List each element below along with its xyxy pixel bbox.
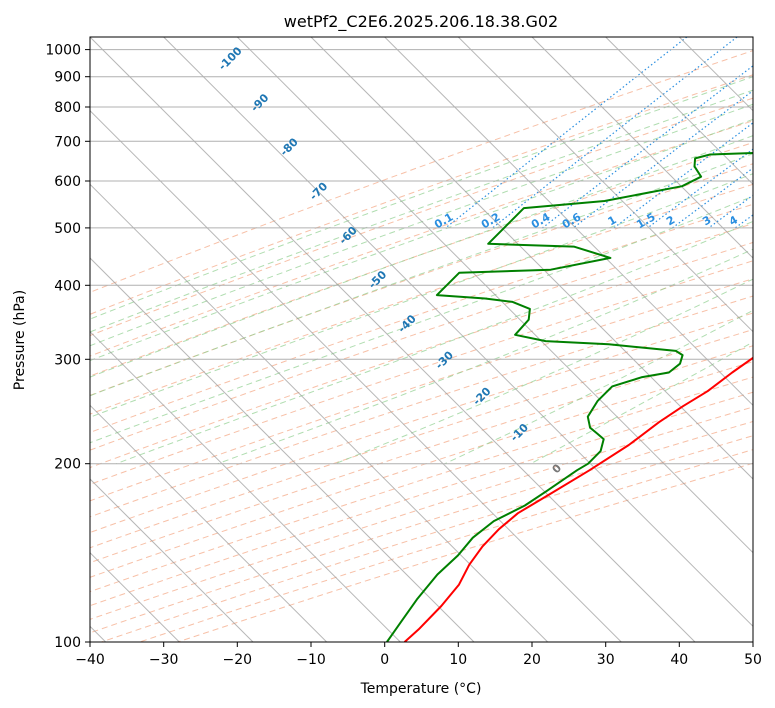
y-tick-label: 600 (54, 174, 81, 190)
chart-title: wetPf2_C2E6.2025.206.18.38.G02 (284, 12, 558, 32)
mixing-ratio-line (492, 37, 738, 229)
skewed-isotherm (90, 404, 328, 642)
x-tick-label: 0 (380, 652, 389, 668)
x-tick-label: 10 (449, 652, 467, 668)
skewed-isotherm (90, 109, 622, 642)
skewed-isotherm (310, 37, 753, 480)
skewed-isotherm (752, 37, 753, 38)
x-axis-label: Temperature (°C) (360, 681, 482, 697)
mixing-ratio-line (542, 65, 753, 229)
y-tick-label: 400 (54, 278, 81, 294)
plot-background (90, 37, 753, 642)
x-tick-label: −40 (75, 652, 105, 668)
y-tick-label: 700 (54, 134, 81, 150)
dry-adiabat (90, 120, 753, 357)
sounding-line (403, 356, 753, 642)
y-tick-label: 1000 (45, 43, 81, 59)
skewed-isotherm (457, 37, 753, 333)
dry-adiabat (90, 361, 753, 578)
dry-adiabat (90, 391, 753, 607)
dry-adiabat (90, 142, 753, 377)
y-axis-label: Pressure (hPa) (12, 290, 28, 390)
moist-adiabat (444, 309, 753, 465)
dry-adiabat (90, 278, 753, 502)
dry-adiabat (90, 183, 753, 415)
dry-adiabat (90, 329, 753, 549)
skewed-isotherm (531, 37, 753, 259)
sounding-series (386, 151, 753, 642)
dry-adiabat (90, 74, 753, 315)
x-tick-label: −20 (223, 652, 253, 668)
dry-adiabat (90, 163, 753, 396)
x-tick-label: −10 (296, 652, 326, 668)
skewed-isotherm (90, 183, 549, 642)
dry-adiabat (90, 97, 753, 337)
dry-adiabat (90, 312, 753, 534)
skewed-isotherm (90, 37, 696, 642)
dry-adiabat (90, 223, 753, 451)
moist-adiabat (217, 248, 753, 465)
moist-adiabat (90, 195, 753, 444)
plot-frame (89, 36, 754, 643)
x-tick-label: 30 (597, 652, 615, 668)
mixing-ratio-label: 6 (766, 213, 775, 228)
skewed-isotherm (163, 37, 753, 628)
y-tick-label: 300 (54, 352, 81, 368)
x-tick-label: −30 (149, 652, 179, 668)
y-tick-label: 900 (54, 70, 81, 86)
y-tick-label: 100 (54, 635, 81, 651)
x-tick-label: 50 (744, 652, 762, 668)
y-tick-label: 200 (54, 457, 81, 473)
y-tick-label: 500 (54, 221, 81, 237)
sounding-line (386, 151, 753, 642)
y-tick-label: 800 (54, 100, 81, 116)
dry-adiabat (90, 260, 753, 485)
moist-adiabat (90, 153, 753, 397)
mixing-ratio-line (672, 167, 753, 229)
axis-ticks: −40 −30 −20 −10 0 10 20 30 40 50 100 200 300 400 500 60… (45, 43, 762, 668)
skewed-isotherm (384, 37, 753, 407)
skewed-isotherm (90, 257, 475, 642)
dry-adiabat (90, 50, 753, 293)
skewed-isotherm (90, 330, 401, 642)
moist-adiabat (335, 278, 753, 465)
mixing-ratio-line (572, 89, 753, 229)
skewed-isotherm (605, 37, 753, 186)
skewed-isotherm (90, 478, 254, 642)
x-tick-label: 40 (670, 652, 688, 668)
background-lines (90, 37, 753, 642)
x-tick-label: 20 (523, 652, 541, 668)
